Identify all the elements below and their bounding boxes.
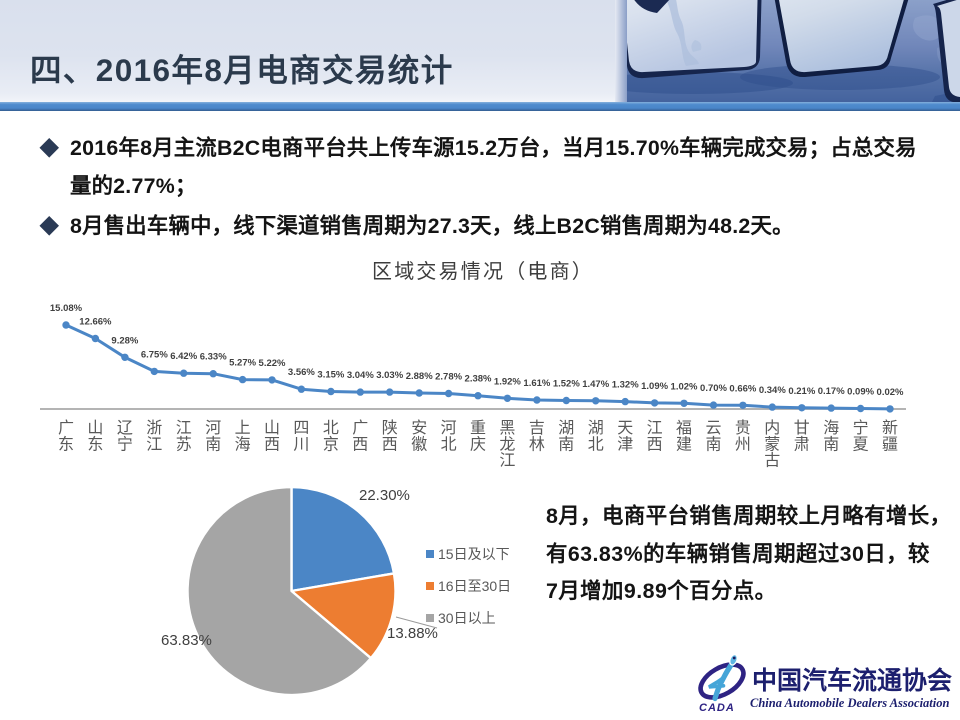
svg-text:林: 林 [529,435,545,453]
svg-text:2.78%: 2.78% [435,372,462,383]
svg-text:1.47%: 1.47% [582,379,609,390]
svg-text:2.88%: 2.88% [406,371,433,382]
svg-text:0.09%: 0.09% [847,387,874,398]
svg-text:河: 河 [441,419,457,437]
svg-text:9.28%: 9.28% [111,335,138,346]
svg-text:中国汽车流通协会: 中国汽车流通协会 [752,666,952,695]
svg-text:0.21%: 0.21% [788,386,815,397]
svg-text:古: 古 [764,452,780,470]
svg-text:30日以上: 30日以上 [438,610,496,626]
svg-text:0.70%: 0.70% [700,383,727,394]
svg-text:龙: 龙 [499,435,515,453]
svg-text:安: 安 [411,419,427,437]
svg-text:宁: 宁 [117,435,133,453]
svg-text:陕: 陕 [382,419,398,437]
svg-text:6.33%: 6.33% [200,352,227,363]
svg-text:0.66%: 0.66% [729,383,756,394]
svg-text:3.56%: 3.56% [288,367,315,378]
svg-text:福: 福 [676,419,692,437]
svg-text:江: 江 [647,419,663,437]
svg-text:江: 江 [499,452,515,470]
svg-text:云: 云 [705,420,721,437]
svg-text:湖: 湖 [588,419,604,437]
svg-text:15日及以下: 15日及以下 [438,546,510,562]
svg-text:东: 东 [58,435,74,453]
svg-text:黑: 黑 [499,420,515,437]
svg-text:海: 海 [235,435,251,453]
svg-text:22.30%: 22.30% [359,487,410,504]
svg-text:山: 山 [87,419,103,437]
svg-text:津: 津 [617,435,633,453]
svg-text:浙: 浙 [146,419,162,437]
svg-text:蒙: 蒙 [764,435,780,453]
svg-text:广: 广 [352,419,368,437]
svg-text:京: 京 [323,435,339,453]
svg-text:南: 南 [823,435,839,453]
svg-text:吉: 吉 [529,419,545,437]
svg-text:西: 西 [647,436,663,453]
svg-text:西: 西 [264,436,280,453]
svg-text:四: 四 [293,420,309,437]
svg-text:1.32%: 1.32% [612,380,639,391]
svg-text:疆: 疆 [882,436,898,453]
svg-text:1.09%: 1.09% [641,381,668,392]
svg-text:1.61%: 1.61% [523,378,550,389]
svg-text:建: 建 [676,435,692,453]
svg-text:河: 河 [205,419,221,437]
svg-text:6.42%: 6.42% [170,351,197,362]
svg-text:广: 广 [58,419,74,437]
svg-text:南: 南 [205,435,221,453]
svg-text:13.88%: 13.88% [387,625,438,642]
svg-text:南: 南 [558,435,574,453]
svg-text:63.83%: 63.83% [161,632,212,649]
svg-text:徽: 徽 [411,435,427,453]
svg-text:上: 上 [235,419,251,437]
svg-text:1.52%: 1.52% [553,379,580,390]
svg-text:3.15%: 3.15% [317,370,344,381]
svg-text:夏: 夏 [853,436,869,453]
svg-text:西: 西 [382,436,398,453]
svg-text:辽: 辽 [117,419,133,437]
svg-text:3.03%: 3.03% [376,370,403,381]
svg-text:15.08%: 15.08% [50,303,83,314]
svg-text:0.34%: 0.34% [759,385,786,396]
svg-text:西: 西 [352,436,368,453]
svg-text:2.38%: 2.38% [465,374,492,385]
svg-text:重: 重 [470,419,486,437]
svg-text:12.66%: 12.66% [79,317,112,328]
svg-text:肃: 肃 [794,435,810,453]
svg-text:北: 北 [588,435,604,453]
svg-text:宁: 宁 [853,419,869,437]
svg-text:新: 新 [882,419,898,437]
svg-text:山: 山 [264,419,280,437]
svg-text:3.04%: 3.04% [347,370,374,381]
svg-text:江: 江 [146,435,162,453]
svg-text:湖: 湖 [558,419,574,437]
svg-text:东: 东 [87,435,103,453]
svg-text:北: 北 [441,435,457,453]
svg-text:内: 内 [764,419,780,437]
svg-text:6.75%: 6.75% [141,349,168,360]
svg-text:1.02%: 1.02% [671,381,698,392]
svg-text:北: 北 [323,419,339,437]
svg-text:16日至30日: 16日至30日 [438,578,511,594]
svg-text:0.17%: 0.17% [818,386,845,397]
svg-text:天: 天 [617,420,633,437]
svg-text:1.92%: 1.92% [494,376,521,387]
svg-text:州: 州 [735,436,751,453]
svg-text:川: 川 [293,436,309,453]
svg-text:5.27%: 5.27% [229,358,256,369]
svg-text:0.02%: 0.02% [877,387,904,398]
svg-text:南: 南 [705,435,721,453]
svg-text:China Automobile Dealers Assoc: China Automobile Dealers Association [750,696,949,710]
svg-text:苏: 苏 [176,435,192,453]
svg-text:贵: 贵 [735,419,751,437]
svg-text:庆: 庆 [470,435,486,453]
svg-text:5.22%: 5.22% [259,358,286,369]
svg-text:甘: 甘 [794,419,810,437]
svg-text:CADA: CADA [699,702,735,714]
svg-text:江: 江 [176,419,192,437]
svg-text:海: 海 [823,419,839,437]
